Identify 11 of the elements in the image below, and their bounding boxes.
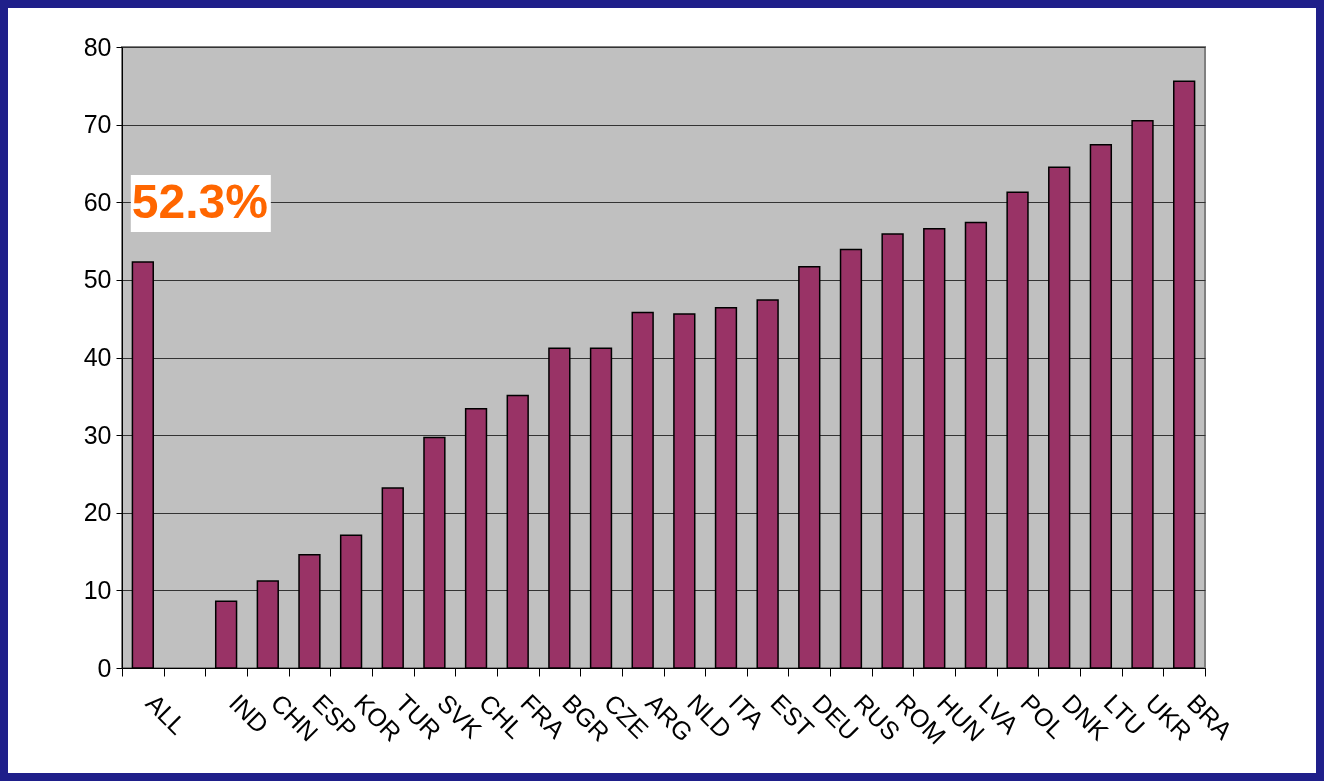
y-tick-label: 0: [97, 653, 112, 682]
y-tick-label: 10: [83, 575, 112, 604]
y-tick-label: 60: [83, 187, 112, 216]
y-tick-label: 70: [83, 110, 112, 139]
x-tick-label: ALL: [140, 688, 192, 740]
y-tick-label: 40: [83, 343, 112, 371]
y-tick-label: 80: [83, 32, 112, 61]
annotation: 52.3%: [131, 175, 268, 229]
y-tick-label: 50: [83, 265, 112, 294]
y-tick-label: 30: [83, 420, 112, 449]
y-tick-label: 20: [83, 498, 112, 527]
